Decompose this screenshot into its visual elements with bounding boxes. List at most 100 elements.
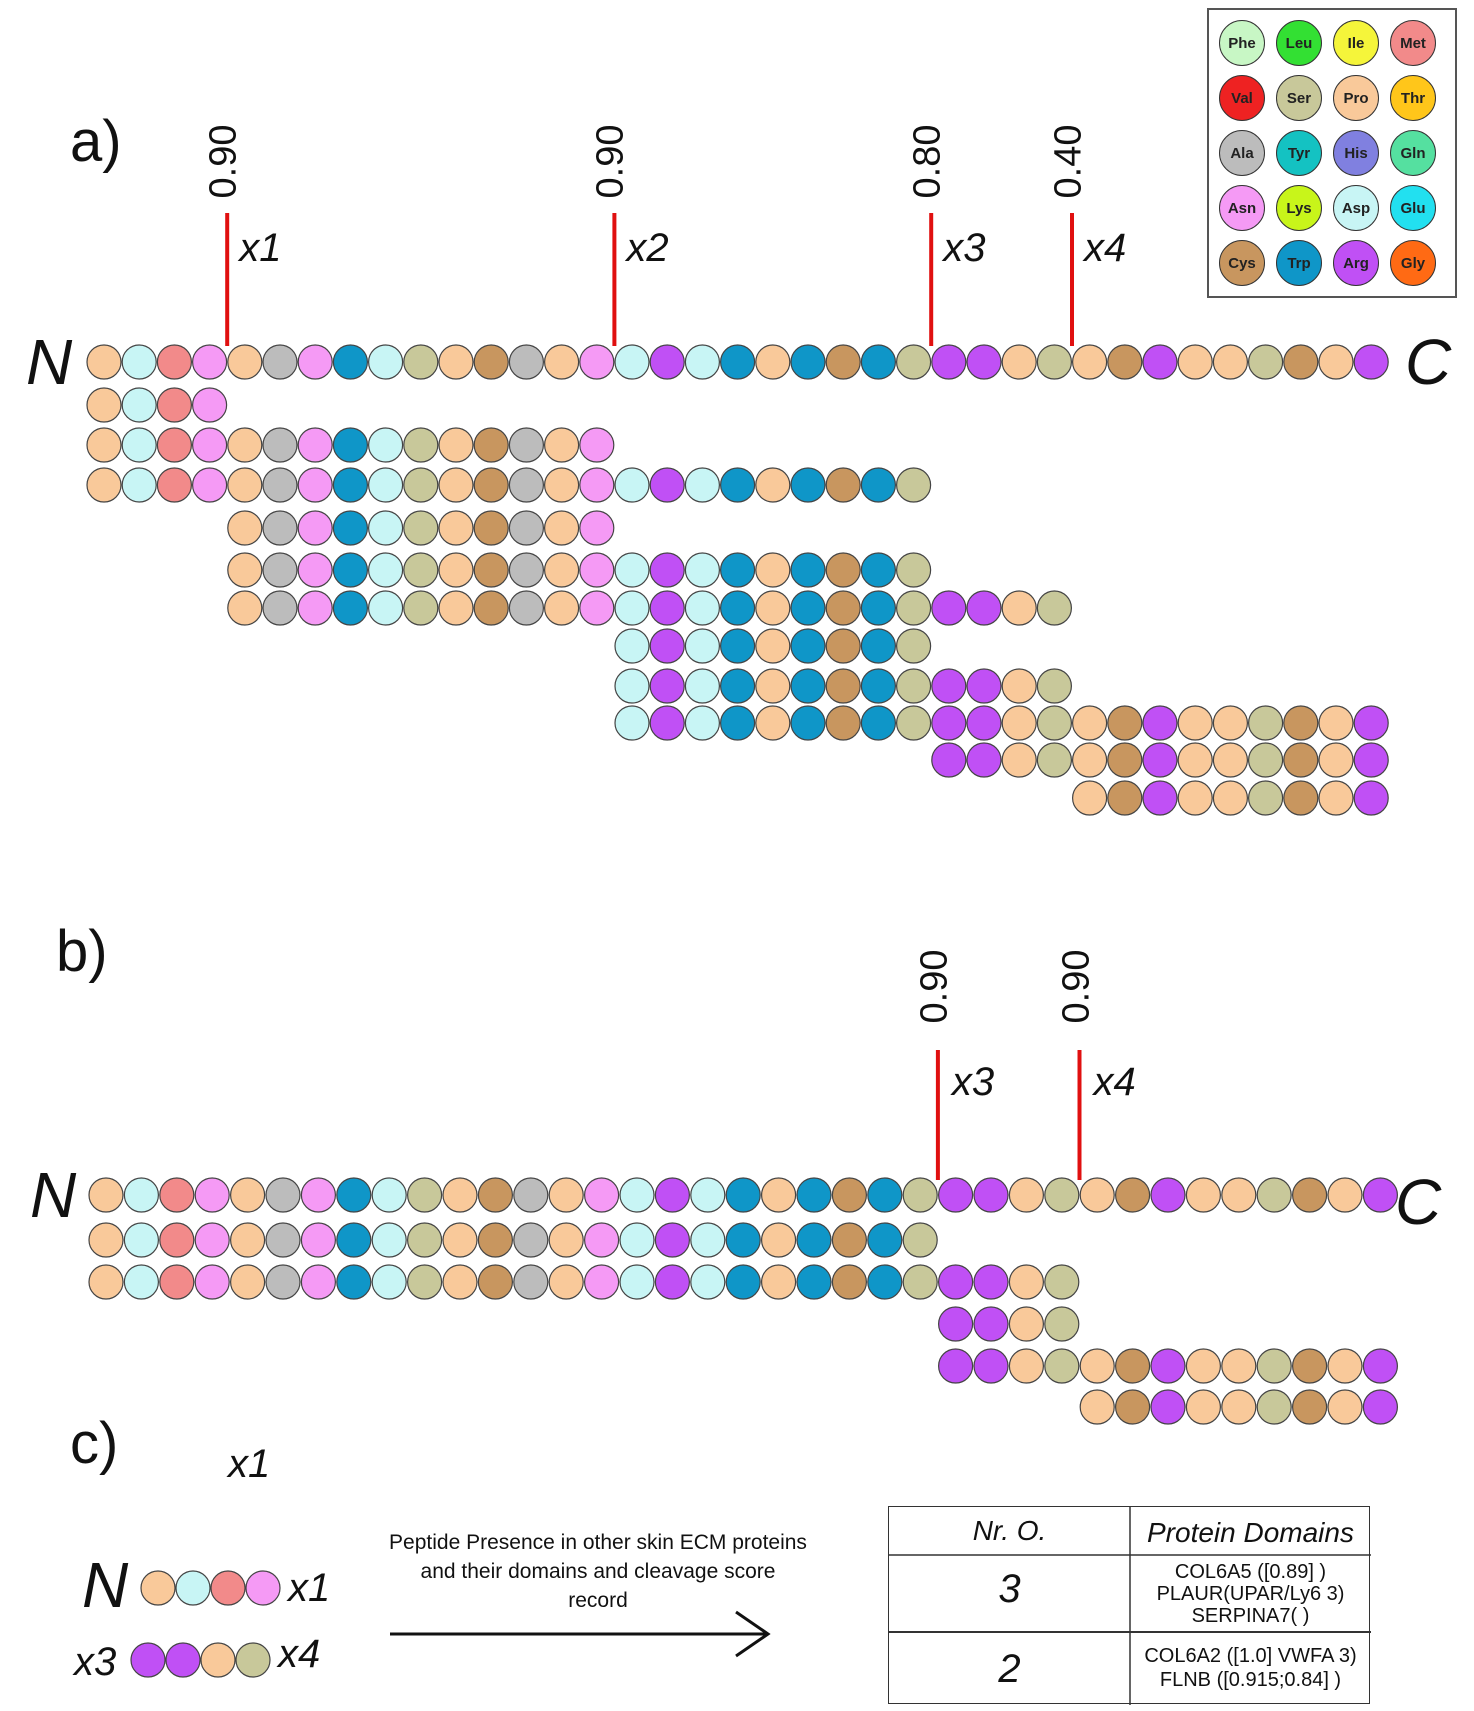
peptide-residue <box>368 552 404 588</box>
cleavage-score: 0.90 <box>202 124 245 199</box>
peptide-residue <box>579 552 615 588</box>
peptide-residue <box>719 668 756 704</box>
peptide-residue <box>407 1264 443 1300</box>
peptide-residue <box>1283 705 1319 741</box>
peptide-residue <box>403 552 439 588</box>
peptide-residue <box>583 1264 620 1300</box>
peptide-residue <box>332 590 368 626</box>
peptide-residue <box>649 590 685 626</box>
peptide-residue <box>88 1222 124 1258</box>
peptide-residue <box>684 668 721 704</box>
sequence-residue <box>548 1177 584 1213</box>
peptide-residue <box>614 628 650 664</box>
panel-c-top-site: x1 <box>228 1442 271 1486</box>
legend-swatch: Lys <box>1276 185 1322 231</box>
legend-swatch: Gly <box>1390 240 1436 286</box>
peptide-residue <box>790 552 826 588</box>
peptide-residue <box>719 552 756 588</box>
peptide-residue <box>796 1264 832 1300</box>
peptide-residue <box>966 705 1002 741</box>
legend-swatch: Met <box>1390 20 1436 66</box>
sequence-residue <box>725 1177 761 1213</box>
legend-swatch: Glu <box>1390 185 1436 231</box>
sequence-residue <box>1327 1177 1363 1213</box>
peptide-residue <box>403 510 439 546</box>
peptide-residue <box>262 467 298 503</box>
peptide-residue <box>230 1264 266 1300</box>
peptide-residue <box>1353 705 1389 741</box>
sequence-residue <box>867 1177 903 1213</box>
peptide-residue <box>1079 1348 1115 1384</box>
sequence-residue <box>230 1177 266 1213</box>
sequence-residue <box>719 344 756 380</box>
peptide-residue <box>937 1306 974 1342</box>
protein-domains-table: Nr. O. Protein Domains 3 COL6A5 ([0.89] … <box>888 1506 1371 1705</box>
panel-c-label: c) <box>70 1411 119 1476</box>
sequence-residue <box>262 344 298 380</box>
cleavage-site-label: x4 <box>1093 1060 1136 1104</box>
sequence-residue <box>1283 344 1319 380</box>
peptide-residue <box>508 590 545 626</box>
peptide-residue <box>937 1348 974 1384</box>
sequence-residue <box>1001 344 1037 380</box>
sequence-residue <box>1107 344 1143 380</box>
sequence-residue <box>1044 1177 1080 1213</box>
peptide-residue <box>1044 1264 1080 1300</box>
legend-swatch: Pro <box>1333 75 1379 121</box>
peptide-residue <box>368 467 404 503</box>
peptide-residue <box>1221 1389 1257 1425</box>
peptide-residue <box>262 552 298 588</box>
peptide-residue <box>1036 705 1073 741</box>
peptide-residue <box>227 552 263 588</box>
sequence-residue <box>1362 1177 1399 1213</box>
peptide-residue <box>755 467 791 503</box>
peptide-residue <box>297 427 333 463</box>
panel-b-label: b) <box>56 919 108 984</box>
peptide-residue <box>966 742 1002 778</box>
legend-swatch: Gln <box>1390 130 1436 176</box>
peptide-residue <box>966 668 1002 704</box>
peptide-residue <box>371 1222 407 1258</box>
sequence-residue <box>371 1177 407 1213</box>
peptide-residue <box>790 705 826 741</box>
sequence-residue <box>860 344 897 380</box>
peptide-residue <box>336 1264 372 1300</box>
peptide-residue <box>192 427 228 463</box>
sequence-residue <box>477 1177 513 1213</box>
peptide-residue <box>1256 1348 1292 1384</box>
peptide-residue <box>1036 590 1073 626</box>
peptide-residue <box>895 705 932 741</box>
table-row-domain: SERPINA7( ) <box>1191 1605 1310 1627</box>
peptide-residue <box>902 1264 938 1300</box>
panel-c-pep2-left-site: x3 <box>74 1640 117 1684</box>
peptide-residue <box>649 628 685 664</box>
legend-swatch: Asp <box>1333 185 1379 231</box>
sequence-residue <box>1114 1177 1151 1213</box>
sequence-residue <box>684 344 721 380</box>
peptide-residue <box>86 387 122 423</box>
peptide-residue <box>831 1222 868 1258</box>
sequence-residue <box>336 1177 372 1213</box>
peptide-residue <box>614 552 650 588</box>
peptide-residue <box>513 1222 549 1258</box>
peptide-residue <box>473 590 509 626</box>
peptide-residue <box>159 1222 195 1258</box>
peptide-residue <box>719 590 756 626</box>
peptide-residue <box>1177 742 1213 778</box>
peptide-residue <box>1001 705 1037 741</box>
sequence-residue <box>931 344 967 380</box>
peptide-residue <box>543 510 580 546</box>
peptide-residue <box>1362 1348 1399 1384</box>
peptide-residue <box>649 705 685 741</box>
peptide-residue <box>690 1222 726 1258</box>
peptide-residue <box>1044 1306 1080 1342</box>
peptide-residue <box>156 467 192 503</box>
right-arrow-icon <box>390 1610 771 1658</box>
panel-b-c-terminus: C <box>1395 1166 1442 1238</box>
peptide-residue <box>442 1264 478 1300</box>
peptide-residue <box>227 467 263 503</box>
peptide-residue <box>1150 1348 1186 1384</box>
peptide-residue <box>825 705 861 741</box>
sequence-residue <box>513 1177 549 1213</box>
